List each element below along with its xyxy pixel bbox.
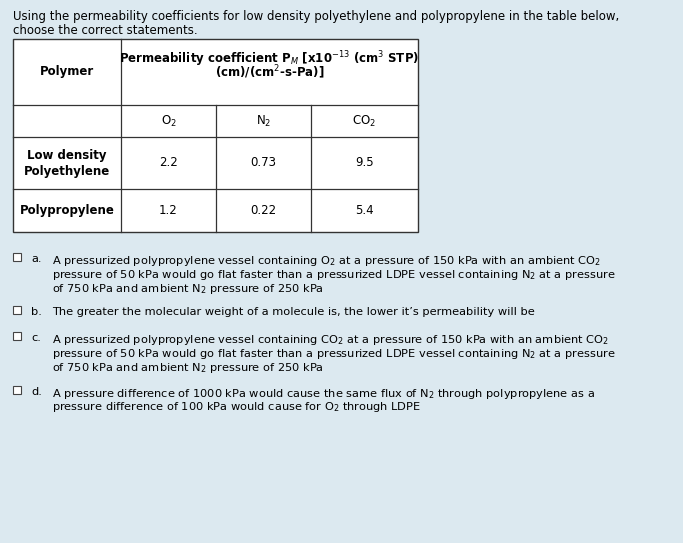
- Bar: [13, 306, 21, 314]
- Text: c.: c.: [31, 333, 41, 343]
- Text: CO$_2$: CO$_2$: [352, 113, 376, 129]
- Text: Using the permeability coefficients for low density polyethylene and polypropyle: Using the permeability coefficients for …: [13, 10, 619, 23]
- Text: (cm)/(cm$^2$-s-Pa)]: (cm)/(cm$^2$-s-Pa)]: [214, 63, 324, 81]
- Text: pressure of 50 kPa would go flat faster than a pressurized LDPE vessel containin: pressure of 50 kPa would go flat faster …: [52, 347, 615, 361]
- Text: O$_2$: O$_2$: [161, 113, 176, 129]
- Text: Polypropylene: Polypropylene: [20, 204, 115, 217]
- Text: Polymer: Polymer: [40, 66, 94, 79]
- Text: 0.22: 0.22: [251, 204, 277, 217]
- Text: 5.4: 5.4: [355, 204, 374, 217]
- Text: A pressure difference of 1000 kPa would cause the same flux of N$_2$ through pol: A pressure difference of 1000 kPa would …: [52, 387, 595, 401]
- Text: A pressurized polypropylene vessel containing O$_2$ at a pressure of 150 kPa wit: A pressurized polypropylene vessel conta…: [52, 254, 601, 268]
- Text: A pressurized polypropylene vessel containing CO$_2$ at a pressure of 150 kPa wi: A pressurized polypropylene vessel conta…: [52, 333, 609, 347]
- Text: 9.5: 9.5: [355, 156, 374, 169]
- Text: The greater the molecular weight of a molecule is, the lower it’s permeability w: The greater the molecular weight of a mo…: [52, 307, 535, 318]
- Text: 0.73: 0.73: [251, 156, 277, 169]
- Text: of 750 kPa and ambient N$_2$ pressure of 250 kPa: of 750 kPa and ambient N$_2$ pressure of…: [52, 282, 324, 295]
- Text: Low density: Low density: [27, 148, 107, 161]
- Text: pressure difference of 100 kPa would cause for O$_2$ through LDPE: pressure difference of 100 kPa would cau…: [52, 400, 421, 414]
- Text: b.: b.: [31, 307, 42, 318]
- Text: a.: a.: [31, 254, 42, 264]
- Text: pressure of 50 kPa would go flat faster than a pressurized LDPE vessel containin: pressure of 50 kPa would go flat faster …: [52, 268, 615, 282]
- Bar: [13, 39, 418, 232]
- Bar: [13, 386, 21, 394]
- Text: N$_2$: N$_2$: [256, 113, 271, 129]
- Text: Permeability coefficient P$_M$ [x10$^{-13}$ (cm$^3$ STP): Permeability coefficient P$_M$ [x10$^{-1…: [120, 49, 419, 68]
- Text: of 750 kPa and ambient N$_2$ pressure of 250 kPa: of 750 kPa and ambient N$_2$ pressure of…: [52, 361, 324, 375]
- Text: 1.2: 1.2: [159, 204, 178, 217]
- Bar: [13, 253, 21, 261]
- Bar: [13, 332, 21, 340]
- Text: Polyethylene: Polyethylene: [24, 165, 110, 178]
- Text: choose the correct statements.: choose the correct statements.: [13, 24, 197, 37]
- Text: d.: d.: [31, 387, 42, 396]
- Text: 2.2: 2.2: [159, 156, 178, 169]
- Bar: [13, 39, 418, 232]
